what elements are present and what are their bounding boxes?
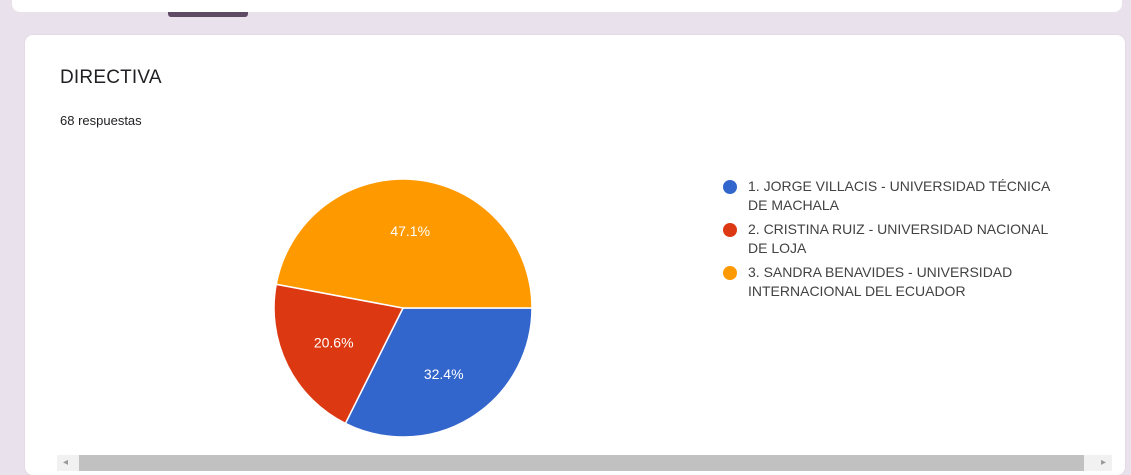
tab-indicator	[168, 12, 248, 17]
legend-item-2[interactable]: 2. CRISTINA RUIZ - UNIVERSIDAD NACIONAL …	[723, 220, 1053, 258]
response-count: 68 respuestas	[60, 113, 142, 128]
slice-label-1: 32.4%	[424, 366, 464, 382]
pie-slice-3[interactable]	[275, 178, 533, 309]
legend-swatch	[723, 266, 737, 280]
chart-legend: 1. JORGE VILLACIS - UNIVERSIDAD TÉCNICA …	[723, 177, 1053, 306]
pie-chart: 32.4% 20.6% 47.1%	[273, 178, 533, 438]
pie-slice-1[interactable]	[344, 307, 533, 438]
legend-item-3[interactable]: 3. SANDRA BENAVIDES - UNIVERSIDAD INTERN…	[723, 263, 1053, 301]
slice-label-3: 47.1%	[390, 223, 430, 239]
pie-slice-2[interactable]	[273, 283, 405, 425]
question-title: DIRECTIVA	[60, 67, 162, 88]
legend-swatch	[723, 223, 737, 237]
slice-label-2: 20.6%	[314, 335, 354, 351]
horizontal-scrollbar[interactable]: ◂ ▸	[57, 455, 1112, 471]
arrow-right-icon[interactable]: ▸	[1100, 457, 1106, 468]
previous-card	[12, 0, 1122, 12]
question-card: DIRECTIVA 68 respuestas 32.4% 20.6% 47.1% …	[25, 35, 1125, 475]
scrollbar-thumb[interactable]	[79, 455, 1084, 471]
legend-label: 1. JORGE VILLACIS - UNIVERSIDAD TÉCNICA …	[748, 178, 1050, 213]
arrow-left-icon[interactable]: ◂	[63, 457, 69, 468]
legend-label: 2. CRISTINA RUIZ - UNIVERSIDAD NACIONAL …	[748, 221, 1048, 256]
legend-item-1[interactable]: 1. JORGE VILLACIS - UNIVERSIDAD TÉCNICA …	[723, 177, 1053, 215]
legend-swatch	[723, 180, 737, 194]
legend-label: 3. SANDRA BENAVIDES - UNIVERSIDAD INTERN…	[748, 264, 1013, 299]
